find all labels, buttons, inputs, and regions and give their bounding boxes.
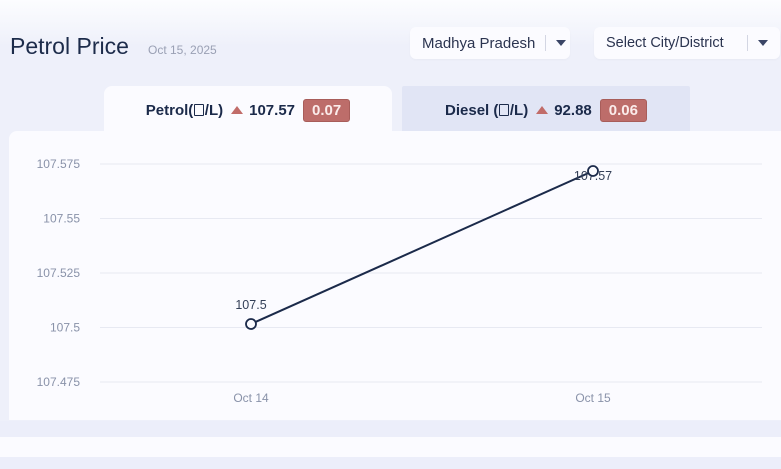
svg-text:107.475: 107.475 [37, 375, 81, 389]
svg-text:107.5: 107.5 [235, 298, 266, 312]
svg-text:Oct 14: Oct 14 [233, 391, 269, 405]
svg-text:107.525: 107.525 [37, 266, 81, 280]
svg-text:107.5: 107.5 [50, 321, 80, 335]
svg-text:107.55: 107.55 [43, 212, 80, 226]
svg-text:Oct 15: Oct 15 [575, 391, 611, 405]
svg-text:107.575: 107.575 [37, 157, 81, 171]
